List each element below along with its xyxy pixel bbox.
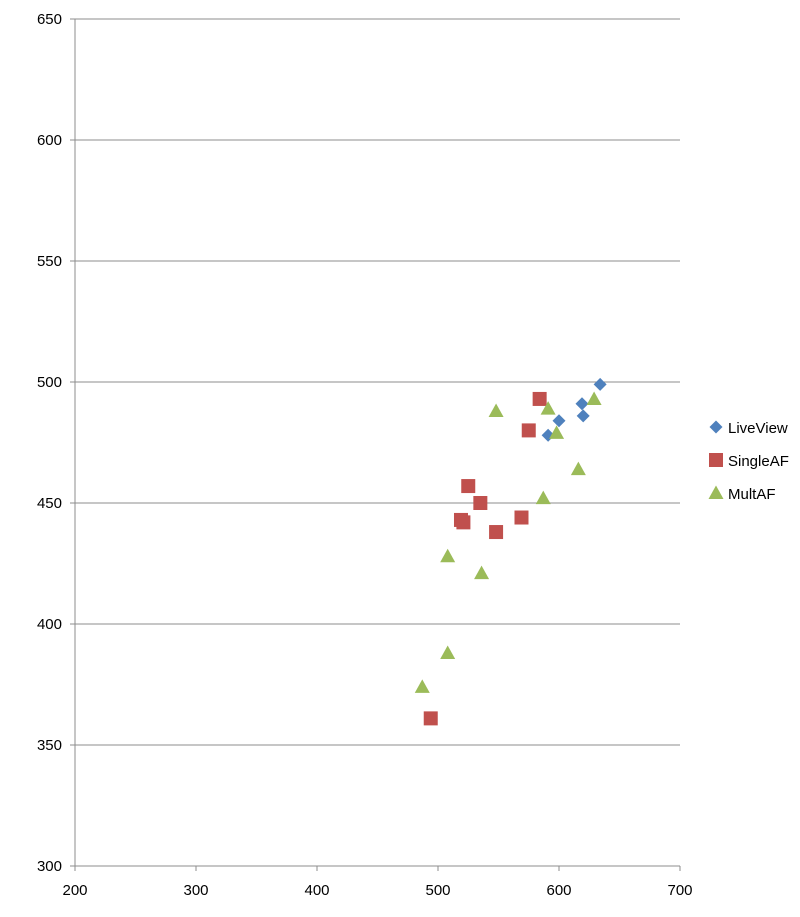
point-singleaf — [532, 391, 547, 406]
legend-marker-liveview — [709, 420, 723, 434]
point-singleaf — [423, 711, 438, 726]
point-multaf — [440, 645, 456, 660]
point-multaf — [414, 679, 430, 693]
x-tick-label: 500 — [425, 882, 450, 899]
point-multaf — [535, 490, 551, 505]
point-singleaf — [514, 510, 529, 525]
legend-label-liveview: LiveView — [728, 420, 788, 437]
point-singleaf — [461, 479, 476, 494]
axes — [70, 18, 681, 871]
x-tick-label: 200 — [62, 882, 87, 899]
x-tick-label: 600 — [546, 882, 571, 899]
grid-lines — [75, 18, 680, 746]
point-singleaf — [456, 515, 471, 530]
point-multaf — [540, 401, 556, 415]
legend: LiveView SingleAF MultAF — [708, 420, 789, 503]
legend-label-multaf: MultAF — [728, 486, 776, 503]
point-multaf — [549, 425, 565, 439]
point-multaf — [586, 391, 602, 405]
x-tick-label: 300 — [183, 882, 208, 899]
point-liveview — [552, 414, 566, 428]
point-multaf — [570, 461, 586, 476]
legend-label-singleaf: SingleAF — [728, 453, 789, 470]
y-tick-label: 300 — [37, 858, 62, 875]
data-points — [414, 377, 607, 726]
point-singleaf — [489, 525, 504, 540]
y-tick-label: 450 — [37, 495, 62, 512]
y-tick-label: 650 — [37, 11, 62, 28]
point-multaf — [474, 565, 490, 580]
x-tick-label: 400 — [304, 882, 329, 899]
point-liveview — [593, 377, 607, 391]
y-tick-label: 600 — [37, 132, 62, 149]
legend-marker-multaf — [708, 485, 724, 499]
legend-marker-singleaf — [709, 453, 723, 467]
y-tick-label: 500 — [37, 374, 62, 391]
point-multaf — [488, 403, 504, 418]
point-multaf — [440, 548, 456, 563]
x-tick-label: 700 — [667, 882, 692, 899]
point-liveview — [575, 397, 589, 411]
point-liveview — [576, 409, 590, 423]
point-singleaf — [473, 496, 488, 510]
point-singleaf — [521, 423, 536, 438]
y-tick-label: 350 — [37, 737, 62, 754]
y-tick-label: 550 — [37, 253, 62, 270]
y-tick-label: 400 — [37, 616, 62, 633]
